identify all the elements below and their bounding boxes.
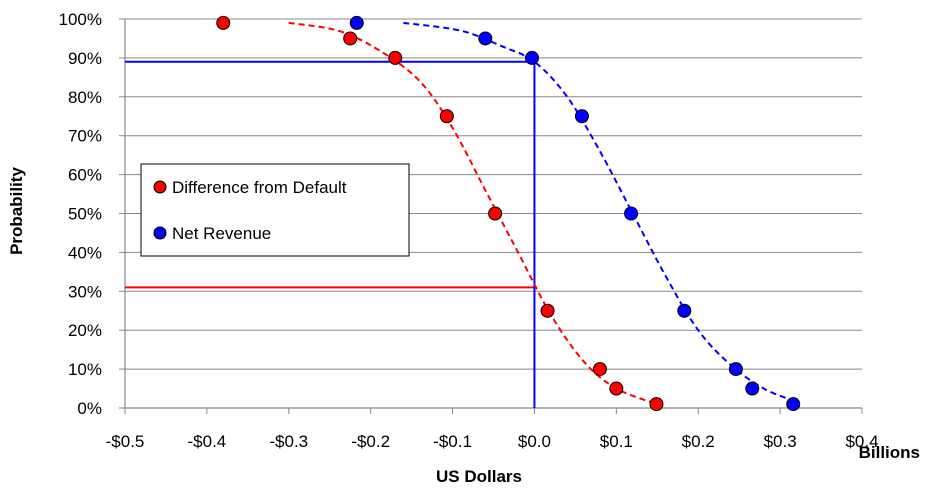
data-point <box>649 397 664 412</box>
x-tick-label: -$0.2 <box>351 432 390 451</box>
y-tick-label: 40% <box>68 243 102 262</box>
y-tick-label: 0% <box>77 399 102 418</box>
data-point <box>540 303 555 318</box>
data-point <box>745 381 760 396</box>
data-point <box>728 362 743 377</box>
x-tick-label: -$0.5 <box>106 432 145 451</box>
y-tick-label: 30% <box>68 282 102 301</box>
x-tick-label: $0.0 <box>518 432 551 451</box>
x-axis-title: US Dollars <box>436 467 522 486</box>
data-points <box>216 15 801 412</box>
data-point <box>609 381 624 396</box>
legend-label-net-revenue: Net Revenue <box>172 224 271 243</box>
data-point <box>343 31 358 46</box>
x-tick-label: $0.2 <box>682 432 715 451</box>
fit-curve <box>403 21 793 402</box>
legend-label-difference: Difference from Default <box>172 178 347 197</box>
axes <box>119 18 863 414</box>
legend-box <box>140 163 410 257</box>
x-tick-label: $0.1 <box>600 432 633 451</box>
data-point <box>488 206 503 221</box>
data-point <box>592 362 607 377</box>
data-point <box>216 15 231 30</box>
y-tick-label: 10% <box>68 360 102 379</box>
data-point <box>439 109 454 124</box>
data-point <box>574 109 589 124</box>
data-point <box>624 206 639 221</box>
y-tick-label: 50% <box>68 205 102 224</box>
tick-labels: 0% 10% 20% 30% 40% 50% 60% 70% 80% 90% 100% -$0.5 -$… <box>59 10 879 451</box>
data-point <box>677 303 692 318</box>
fit-curve <box>288 21 658 406</box>
y-tick-label: 80% <box>68 88 102 107</box>
y-tick-label: 70% <box>68 127 102 146</box>
x-tick-label: -$0.1 <box>433 432 472 451</box>
legend-marker-difference <box>153 180 167 194</box>
y-tick-label: 100% <box>59 10 102 29</box>
legend-marker-net-revenue <box>153 226 167 240</box>
y-tick-label: 20% <box>68 321 102 340</box>
x-tick-label: -$0.3 <box>269 432 308 451</box>
x-tick-label: $0.3 <box>764 432 797 451</box>
data-point <box>388 50 403 65</box>
data-point <box>524 50 539 65</box>
x-tick-label: $0.4 <box>845 432 878 451</box>
y-tick-label: 90% <box>68 49 102 68</box>
x-axis-unit: Billions <box>859 443 920 462</box>
data-point <box>349 15 364 30</box>
data-point <box>478 31 493 46</box>
reference-lines <box>125 60 536 408</box>
data-point <box>786 397 801 412</box>
y-axis-title: Probability <box>7 167 26 255</box>
legend: Difference from Default Net Revenue <box>140 163 410 257</box>
y-tick-label: 60% <box>68 166 102 185</box>
x-tick-label: -$0.4 <box>188 432 227 451</box>
